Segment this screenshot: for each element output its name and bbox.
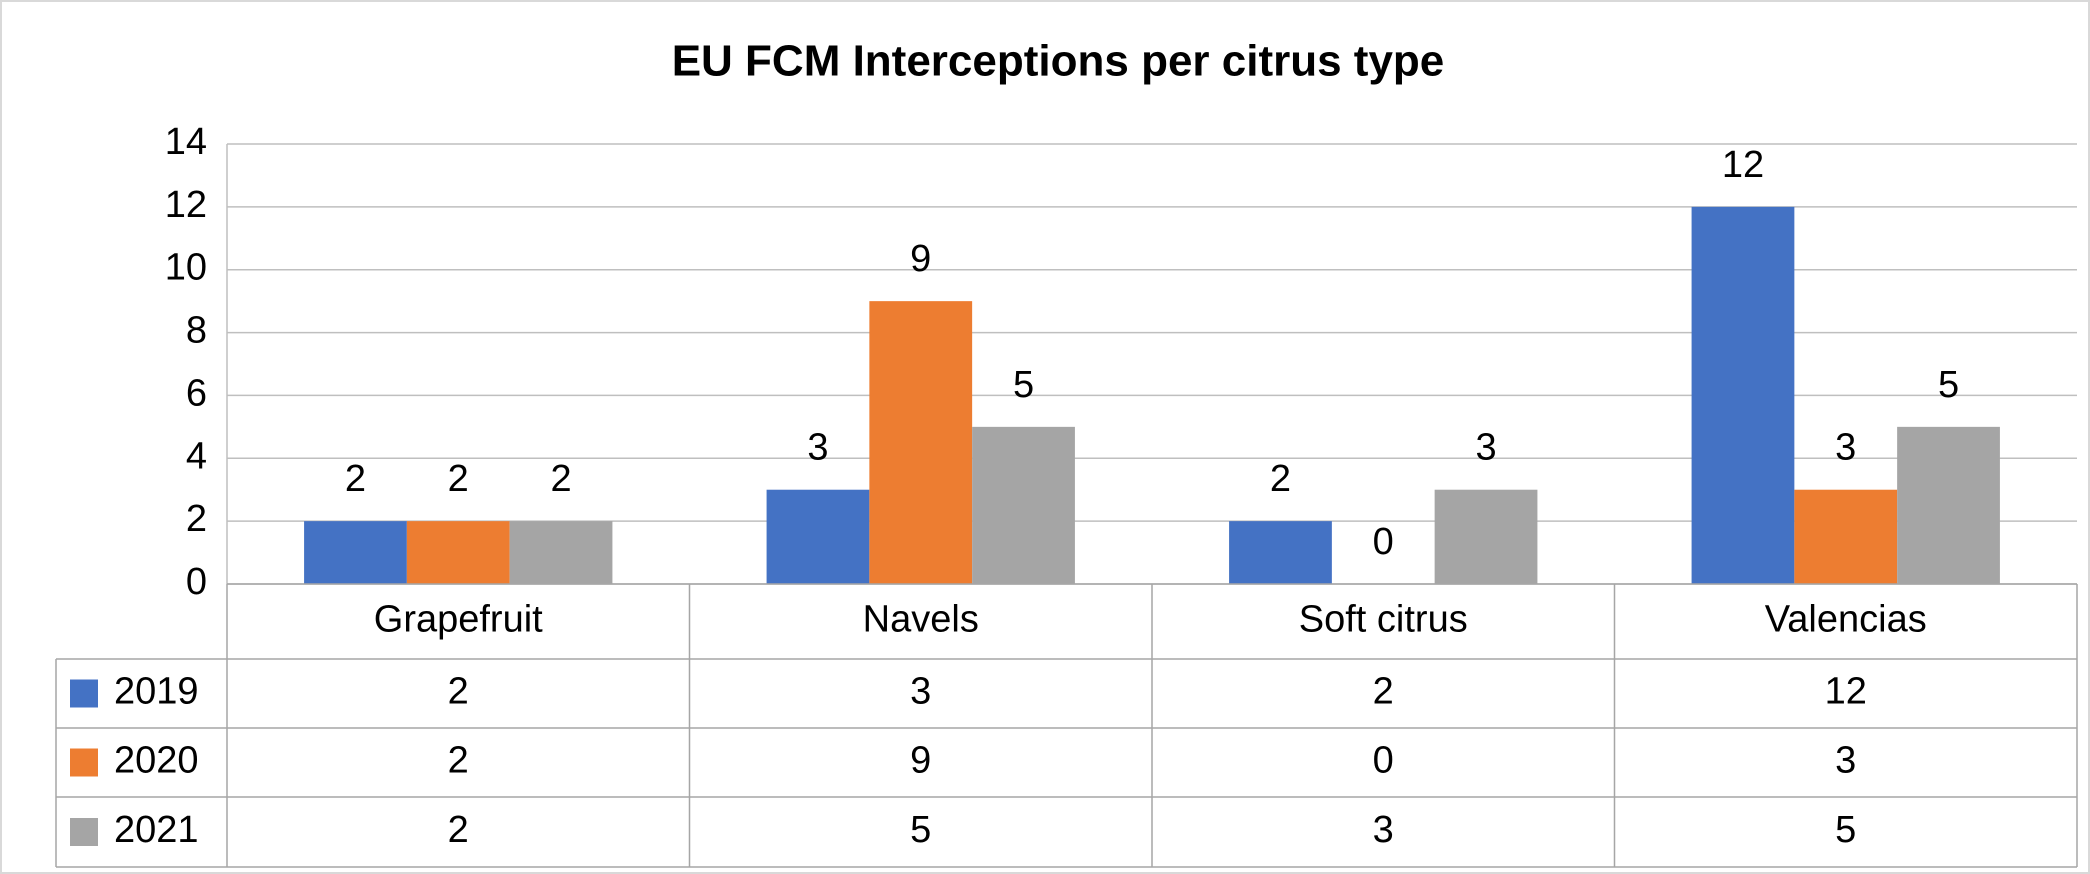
bar: [1229, 521, 1332, 584]
legend-swatch: [70, 679, 98, 708]
data-label: 2: [550, 458, 571, 500]
data-label: 9: [910, 238, 931, 280]
y-tick-label: 2: [186, 498, 207, 540]
data-label: 3: [1835, 427, 1856, 469]
legend-swatch: [70, 748, 98, 777]
bar: [1794, 489, 1898, 584]
x-tick-label: Valencias: [1765, 599, 1927, 641]
y-tick-label: 0: [186, 561, 207, 603]
x-tick-label: Soft citrus: [1299, 599, 1468, 641]
data-label: 2: [1270, 458, 1291, 500]
table-cell: 2: [448, 809, 469, 851]
data-label: 2: [345, 458, 366, 500]
table-cell: 9: [910, 740, 931, 782]
y-tick-label: 14: [165, 121, 207, 163]
bar: [869, 301, 973, 584]
data-label: 2: [448, 458, 469, 500]
y-tick-label: 10: [165, 247, 207, 289]
chart-title: EU FCM Interceptions per citrus type: [672, 37, 1445, 86]
table-cell: 2: [448, 740, 469, 782]
data-label: 3: [807, 427, 828, 469]
data-label: 5: [1013, 364, 1034, 406]
table-cell: 2: [448, 671, 469, 713]
legend-label: 2021: [114, 809, 199, 851]
data-label: 0: [1373, 521, 1394, 563]
y-tick-label: 12: [165, 184, 207, 226]
y-tick-label: 6: [186, 372, 207, 414]
y-tick-label: 4: [186, 435, 207, 477]
x-tick-label: Navels: [863, 599, 979, 641]
bar: [406, 521, 510, 584]
bar: [509, 521, 613, 584]
y-tick-label: 8: [186, 310, 207, 352]
bar: [972, 426, 1075, 584]
x-tick-label: Grapefruit: [374, 599, 543, 641]
data-label: 5: [1938, 364, 1959, 406]
table-cell: 3: [1373, 809, 1394, 851]
legend-swatch: [70, 818, 98, 846]
table-cell: 3: [910, 671, 931, 713]
data-label: 3: [1475, 427, 1496, 469]
legend-label: 2020: [114, 740, 199, 782]
bar: [1434, 489, 1538, 584]
table-cell: 2: [1373, 671, 1394, 713]
table-cell: 5: [1835, 809, 1856, 851]
table-cell: 0: [1373, 740, 1394, 782]
bar: [1897, 426, 2000, 584]
table-cell: 3: [1835, 740, 1856, 782]
legend-label: 2019: [114, 671, 199, 713]
bar: [304, 521, 407, 584]
data-label: 12: [1722, 144, 1764, 186]
table-cell: 12: [1825, 671, 1867, 713]
table-cell: 5: [910, 809, 931, 851]
bar: [766, 489, 870, 584]
bar: [1691, 206, 1795, 584]
